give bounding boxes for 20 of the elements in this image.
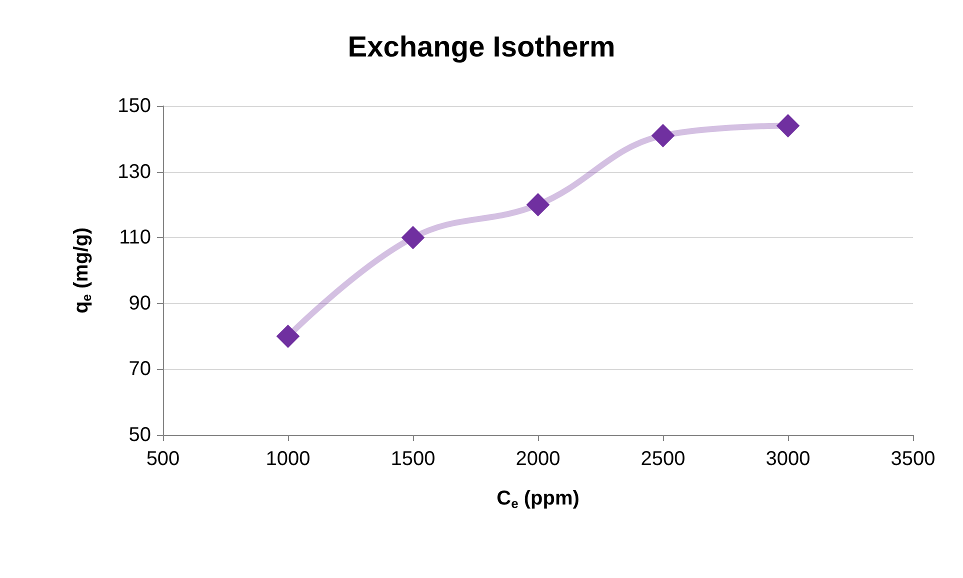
x-tick-label: 3000 (766, 448, 810, 470)
y-tick-label: 50 (128, 424, 151, 446)
y-tick-label: 130 (118, 160, 151, 183)
point (276, 324, 300, 348)
y-axis-title: qe (mg/g) (70, 227, 94, 314)
point (776, 114, 800, 138)
point (526, 193, 550, 216)
y-tick-label: 70 (128, 358, 151, 380)
chart-title: Exchange Isotherm (348, 32, 616, 64)
x-tick-label: 1000 (266, 448, 310, 470)
x-tick-label: 2000 (516, 448, 560, 470)
x-tick-label: 1500 (390, 448, 436, 470)
x-tick-label: 2500 (640, 448, 686, 470)
y-tick-label: 150 (118, 95, 151, 117)
y-tick-label: 110 (119, 226, 151, 249)
y-tick-label: 90 (128, 292, 151, 314)
x-tick-label: 3500 (890, 448, 936, 470)
x-tick-label: 500 (146, 448, 180, 470)
point (652, 124, 674, 148)
point (402, 226, 424, 250)
